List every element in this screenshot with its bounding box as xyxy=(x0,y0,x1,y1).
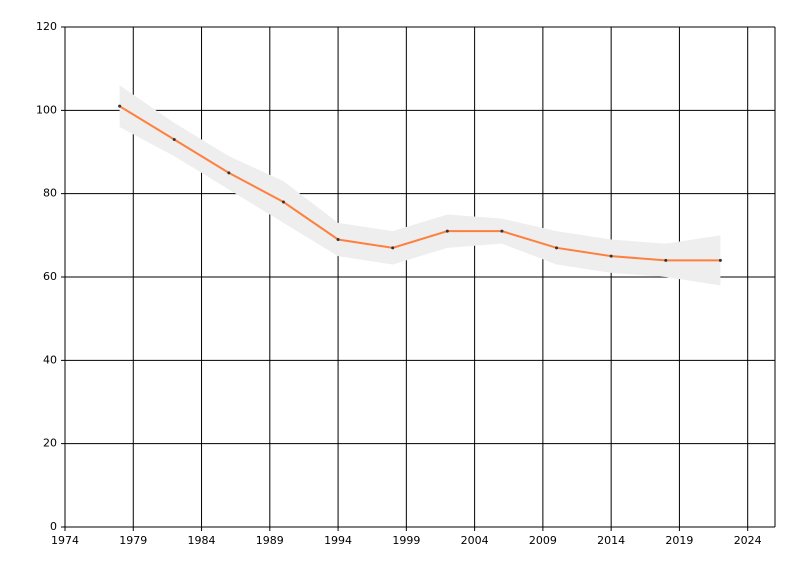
x-tick-label: 2024 xyxy=(734,534,762,547)
point xyxy=(445,229,449,233)
y-tick-label: 120 xyxy=(36,20,57,33)
point xyxy=(391,246,395,250)
point xyxy=(336,238,340,241)
y-tick-label: 0 xyxy=(50,520,57,533)
y-tick-label: 60 xyxy=(43,270,57,283)
line xyxy=(119,105,721,262)
y-tick-label: 20 xyxy=(43,437,57,450)
x-tick-label: 2009 xyxy=(529,534,557,547)
x-tick-label: 1999 xyxy=(392,534,420,547)
confidence-band xyxy=(119,85,721,286)
point xyxy=(664,258,668,262)
point xyxy=(172,138,176,141)
point xyxy=(281,200,285,204)
x-tick-label: 1984 xyxy=(188,534,216,547)
point xyxy=(118,104,122,108)
y-tick-label: 40 xyxy=(43,353,57,366)
point xyxy=(555,246,559,250)
y-tick-label: 100 xyxy=(36,103,57,116)
x-tick-label: 1994 xyxy=(324,534,352,547)
point xyxy=(718,258,722,262)
x-tick-label: 2014 xyxy=(597,534,625,547)
point xyxy=(500,229,504,233)
x-tick-label: 1989 xyxy=(256,534,284,547)
y-tick-label: 80 xyxy=(43,187,57,200)
point xyxy=(609,254,613,258)
x-tick-label: 1974 xyxy=(51,534,79,547)
point xyxy=(227,171,231,175)
x-tick-label: 1979 xyxy=(119,534,147,547)
x-tick-label: 2019 xyxy=(665,534,693,547)
x-tick-label: 2004 xyxy=(461,534,489,547)
